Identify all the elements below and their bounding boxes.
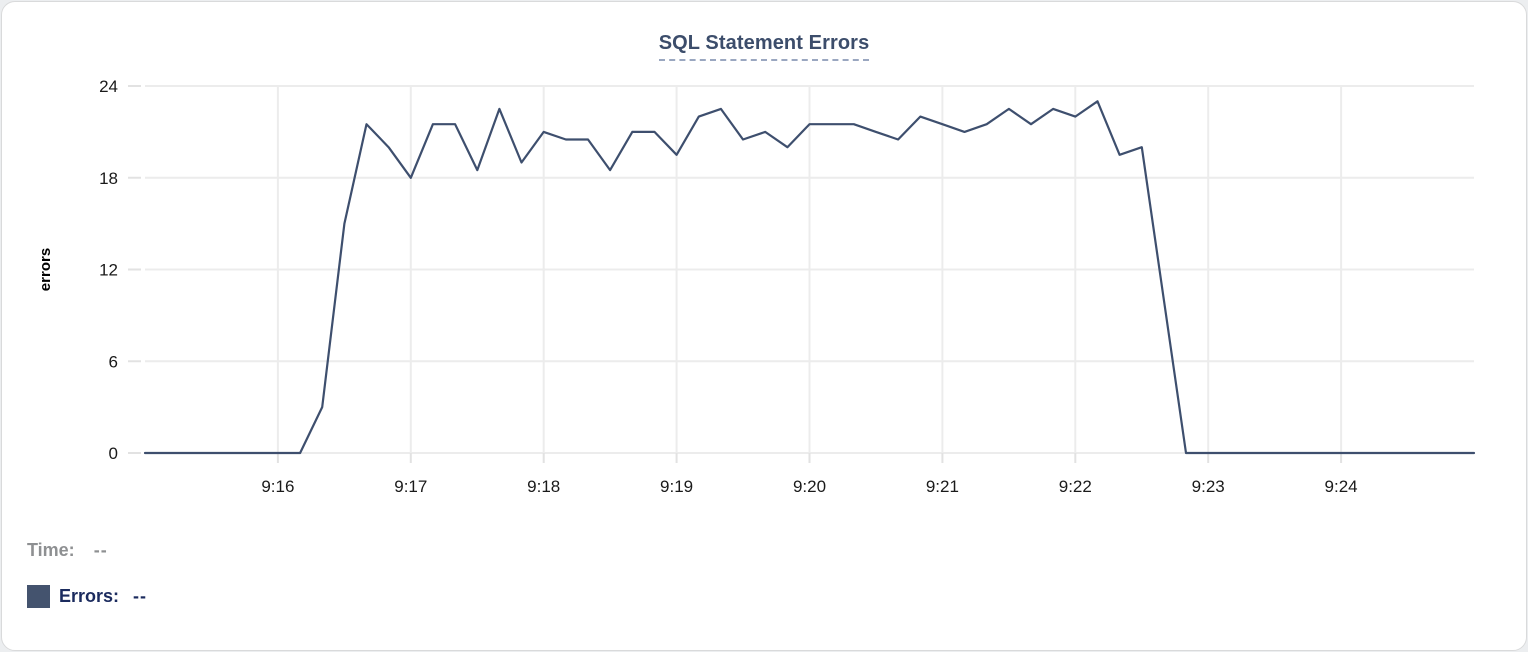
legend-errors-row: Errors: -- bbox=[27, 585, 147, 608]
legend-errors-label: Errors: bbox=[59, 586, 120, 606]
errors-series-line bbox=[143, 100, 1476, 455]
x-tick-label: 9:20 bbox=[793, 477, 826, 496]
x-tick-label: 9:17 bbox=[394, 477, 427, 496]
errors-series-swatch-icon bbox=[27, 585, 50, 608]
legend-time-value: -- bbox=[93, 540, 108, 560]
y-tick-label: 12 bbox=[99, 261, 118, 280]
x-tick-label: 9:22 bbox=[1059, 477, 1092, 496]
x-tick-label: 9:16 bbox=[261, 477, 294, 496]
errors-line-chart[interactable]: 0 6 12 18 24 9:16 9:17 9:18 9:19 9:20 9:21 9:22 9:23… bbox=[2, 2, 1528, 514]
x-tick-label: 9:18 bbox=[527, 477, 560, 496]
y-tick-label: 24 bbox=[99, 77, 118, 96]
x-tick-label: 9:21 bbox=[926, 477, 959, 496]
y-tick-label: 0 bbox=[109, 444, 118, 463]
legend-time-row: Time: -- bbox=[27, 540, 108, 561]
x-tick-label: 9:23 bbox=[1192, 477, 1225, 496]
y-axis-title: errors bbox=[37, 248, 54, 291]
chart-title-link[interactable]: SQL Statement Errors bbox=[658, 32, 870, 61]
y-tick-label: 18 bbox=[99, 169, 118, 188]
x-tick-label: 9:24 bbox=[1325, 477, 1358, 496]
chart-title-wrap: SQL Statement Errors bbox=[2, 32, 1526, 61]
x-tick-label: 9:19 bbox=[660, 477, 693, 496]
y-tick-label: 6 bbox=[109, 352, 118, 371]
legend-time-label: Time: bbox=[27, 540, 75, 560]
legend-errors-value: -- bbox=[133, 586, 148, 606]
